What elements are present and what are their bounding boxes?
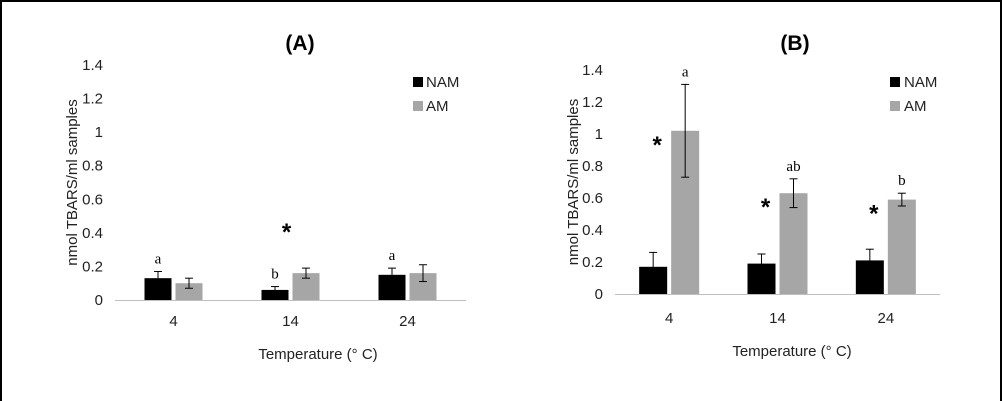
am-bar: [175, 283, 203, 300]
y-tick-label: 1.2: [582, 94, 603, 111]
y-tick-label: 0.8: [582, 158, 603, 175]
panel-title: (A): [285, 32, 314, 55]
y-tick-label: 1.4: [82, 57, 103, 74]
legend-swatch-nam: [413, 77, 423, 87]
significance-star: *: [652, 132, 662, 159]
x-tick-label: 14: [769, 310, 786, 327]
y-axis-title: nmol TBARS/ml samples: [64, 99, 81, 265]
significance-letter: a: [682, 64, 689, 80]
y-tick-label: 0.2: [582, 254, 603, 271]
x-tick-label: 4: [665, 310, 673, 327]
significance-letter: b: [898, 173, 906, 189]
y-tick-label: 0.4: [582, 222, 603, 239]
y-tick-label: 0.2: [82, 258, 103, 275]
legend-label: NAM: [904, 74, 937, 91]
legend-swatch-nam: [890, 77, 900, 87]
y-tick-label: 1.4: [582, 62, 603, 79]
x-tick-label: 24: [399, 313, 416, 330]
y-tick-label: 0.4: [82, 225, 103, 242]
significance-star: *: [282, 219, 292, 246]
y-tick-label: 0.8: [82, 158, 103, 175]
y-tick-label: 0.6: [582, 190, 603, 207]
y-tick-label: 1.2: [82, 91, 103, 108]
y-tick-label: 0: [95, 292, 103, 309]
significance-star: *: [869, 201, 879, 228]
legend-swatch-am: [890, 101, 900, 111]
y-tick-label: 0.6: [82, 191, 103, 208]
x-tick-label: 24: [877, 310, 894, 327]
y-tick-label: 1: [595, 126, 603, 143]
significance-star: *: [761, 194, 771, 221]
am-bar: [779, 193, 808, 294]
x-axis-title: Temperature (° C): [732, 343, 851, 360]
significance-letter: a: [389, 248, 396, 264]
legend-label: AM: [904, 98, 927, 115]
significance-letter: b: [271, 267, 279, 283]
significance-letter: ab: [786, 159, 800, 175]
legend-label: AM: [426, 98, 449, 115]
x-axis-title: Temperature (° C): [258, 346, 377, 363]
significance-letter: a: [155, 251, 162, 267]
nam-bar: [144, 278, 172, 300]
legend-swatch-am: [413, 101, 423, 111]
am-bar: [887, 199, 916, 294]
x-tick-label: 14: [282, 313, 299, 330]
nam-bar: [261, 289, 289, 300]
y-axis-title: nmol TBARS/ml samples: [565, 99, 582, 265]
y-tick-label: 0: [595, 286, 603, 303]
x-tick-label: 4: [169, 313, 177, 330]
legend-label: NAM: [426, 74, 459, 91]
panel-title: (B): [780, 32, 809, 55]
y-tick-label: 1: [95, 124, 103, 141]
